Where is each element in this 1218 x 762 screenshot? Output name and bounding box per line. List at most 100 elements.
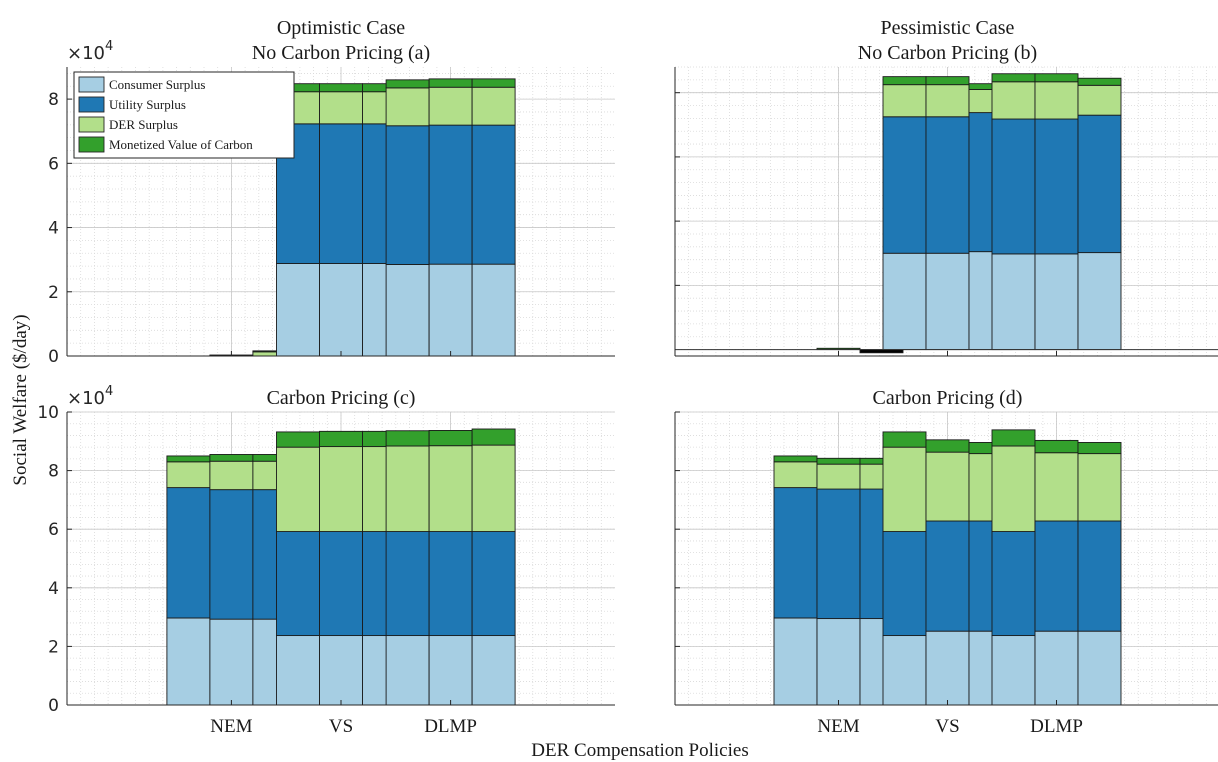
bar-segment-consumer — [471, 635, 516, 706]
legend-swatch-utility — [78, 96, 105, 113]
bar-segment-carbon — [1077, 77, 1122, 86]
bar-segment-consumer — [882, 635, 927, 706]
bar-segment-der — [991, 445, 1036, 532]
bar-segment-utility — [428, 124, 473, 265]
bar-segment-der — [1077, 84, 1122, 116]
bar-segment-carbon — [166, 455, 211, 463]
bar-segment-utility — [319, 531, 363, 637]
bar-segment-utility — [1034, 520, 1079, 632]
bar-segment-der — [925, 84, 970, 118]
panel-a: 0 2 4 6 8 ×104 Optimistic Case No Carbon Pricin… — [48, 17, 615, 367]
x-tick-label: DLMP — [424, 716, 477, 737]
bar-segment-consumer — [925, 252, 970, 351]
bar-segment-der — [773, 461, 818, 489]
y-tick-label: 8 — [48, 462, 59, 482]
bar-segment-consumer — [471, 263, 516, 357]
bar-segment-carbon — [276, 431, 320, 448]
bar-segment-carbon — [319, 83, 363, 93]
panel-title: Carbon Pricing (d) — [873, 387, 1023, 409]
panel-title: Optimistic Case — [277, 17, 405, 39]
bar-segment-carbon — [925, 439, 970, 453]
bar-segment-carbon — [991, 429, 1036, 447]
bar-segment-consumer — [991, 253, 1036, 351]
bar-segment-carbon — [1034, 73, 1079, 83]
bar-segment-utility — [471, 531, 516, 637]
legend-swatch-der — [78, 116, 105, 133]
legend-label-utility: Utility Surplus — [109, 97, 186, 112]
bar-segment-utility — [925, 520, 970, 632]
panel-b: Pessimistic Case No Carbon Pricing (b) — [674, 17, 1218, 357]
bar-segment-carbon — [882, 431, 927, 448]
bar-segment-utility — [1077, 520, 1122, 632]
bar-segment-carbon — [385, 79, 430, 89]
x-axis-label: DER Compensation Policies — [531, 740, 748, 761]
bar-segment-consumer — [276, 635, 320, 706]
bar-segment-carbon — [816, 457, 861, 465]
bar-segment-carbon — [428, 78, 473, 88]
bar-segment-utility — [209, 489, 254, 620]
bar-segment-utility — [991, 531, 1036, 637]
bar-segment-utility — [773, 487, 818, 619]
bar-segment-der — [991, 81, 1036, 120]
bar-segment-der — [385, 445, 430, 532]
panel-title: No Carbon Pricing (b) — [858, 42, 1037, 64]
legend-label-carbon: Monetized Value of Carbon — [109, 137, 253, 152]
panel-title: Carbon Pricing (c) — [267, 387, 416, 409]
bar-segment-consumer — [1077, 252, 1122, 351]
bar-segment-carbon — [385, 430, 430, 447]
legend-swatch-carbon — [78, 136, 105, 153]
bar-segment-der — [276, 446, 320, 532]
bar-segment-carbon — [471, 428, 516, 446]
bar-segment-utility — [1034, 118, 1079, 255]
legend-label-der: DER Surplus — [109, 117, 178, 132]
bar-segment-consumer — [816, 618, 861, 706]
y-exponent-label: ×104 — [67, 39, 113, 64]
y-tick-label: 2 — [48, 637, 59, 657]
bar-segment-carbon — [1077, 442, 1122, 455]
bar-segment-utility — [319, 123, 363, 264]
bar-segment-carbon — [773, 455, 818, 463]
bar-segment-der — [319, 446, 363, 532]
bar-segment-der — [925, 451, 970, 522]
bar-segment-der — [1034, 452, 1079, 522]
bar-segment-der — [166, 461, 211, 489]
bar-segment-consumer — [925, 630, 970, 706]
bar-segment-consumer — [991, 635, 1036, 706]
bar-segment-carbon — [319, 430, 363, 448]
bar-segment-carbon — [882, 76, 927, 86]
bar-segment-utility — [428, 531, 473, 637]
bar-segment-consumer — [166, 617, 211, 706]
bar-segment-der — [209, 460, 254, 491]
legend-label-consumer: Consumer Surplus — [109, 77, 205, 92]
panel-d: NEM VS DLMP Carbon Pricing (d) — [674, 387, 1218, 737]
bar-segment-consumer — [385, 635, 430, 706]
bar-segment-consumer — [319, 263, 363, 357]
bar-segment-utility — [385, 125, 430, 265]
bar-segment-der — [882, 446, 927, 532]
bar-segment-consumer — [428, 635, 473, 706]
y-tick-label: 6 — [48, 154, 59, 174]
x-tick-label: VS — [935, 716, 959, 737]
y-tick-label: 4 — [48, 219, 59, 239]
bar-segment-utility — [925, 116, 970, 254]
bar-segment-carbon — [991, 73, 1036, 83]
y-axis-label: Social Welfare ($/day) — [10, 314, 31, 485]
bar-segment-utility — [471, 124, 516, 265]
bar-segment-carbon — [428, 430, 473, 447]
bar-segment-carbon — [1034, 439, 1079, 454]
y-tick-label: 4 — [48, 579, 59, 599]
bar-segment-utility — [991, 118, 1036, 255]
x-tick-label: NEM — [817, 716, 859, 737]
panel-c: 0 2 4 6 8 10 NEM VS DLMP ×104 Carbon Pricing (c) — [37, 384, 615, 737]
bar-segment-der — [428, 86, 473, 126]
y-tick-label: 2 — [48, 283, 59, 303]
y-tick-label: 0 — [48, 696, 59, 716]
bar-segment-consumer — [1034, 253, 1079, 351]
y-tick-label: 10 — [37, 403, 59, 423]
bar-segment-consumer — [1034, 630, 1079, 706]
legend: Consumer Surplus Utility Surplus DER Surpl… — [73, 71, 295, 159]
x-tick-label: VS — [329, 716, 353, 737]
bar-segment-utility — [882, 116, 927, 254]
y-tick-label: 8 — [48, 90, 59, 110]
